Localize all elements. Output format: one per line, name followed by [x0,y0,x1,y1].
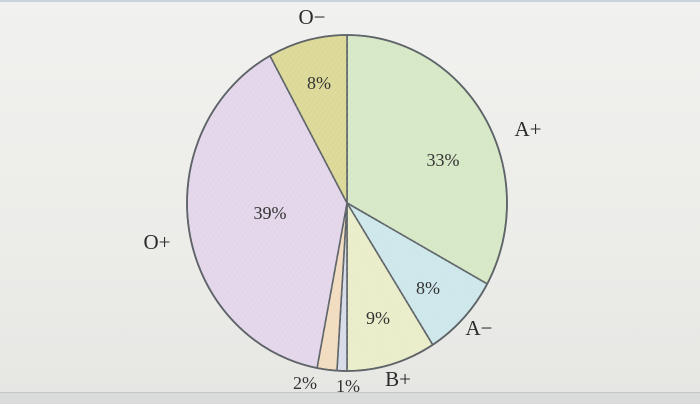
slice-texture [347,203,488,345]
slice-percent-label: 8% [307,73,331,93]
slice-category-label: A− [465,316,492,340]
slice-percent-label: 33% [427,150,460,170]
slice-texture [347,35,507,284]
slice-category-label: B+ [385,367,411,391]
pie-labels: 33% A+ 8% A− 9% B+ 1% 2% 39% O+ 8% O− [143,5,541,396]
slice-percent-label: 2% [293,373,317,393]
slice-category-label: O+ [143,230,170,254]
bottom-divider [0,392,700,404]
slice-texture [347,203,433,371]
slice-percent-label: 39% [254,203,287,223]
slice-texture [269,35,347,203]
pie-texture [186,34,508,372]
slice-percent-label: 1% [336,376,360,396]
slice-category-label: A+ [514,117,541,141]
top-divider [0,0,700,2]
slice-percent-label: 8% [416,278,440,298]
slice-percent-label: 9% [366,308,390,328]
slice-texture [187,55,347,369]
pie-outline [186,34,508,372]
slice-texture [336,203,347,371]
slice-texture [317,203,347,371]
slice-category-label: O− [298,5,325,29]
